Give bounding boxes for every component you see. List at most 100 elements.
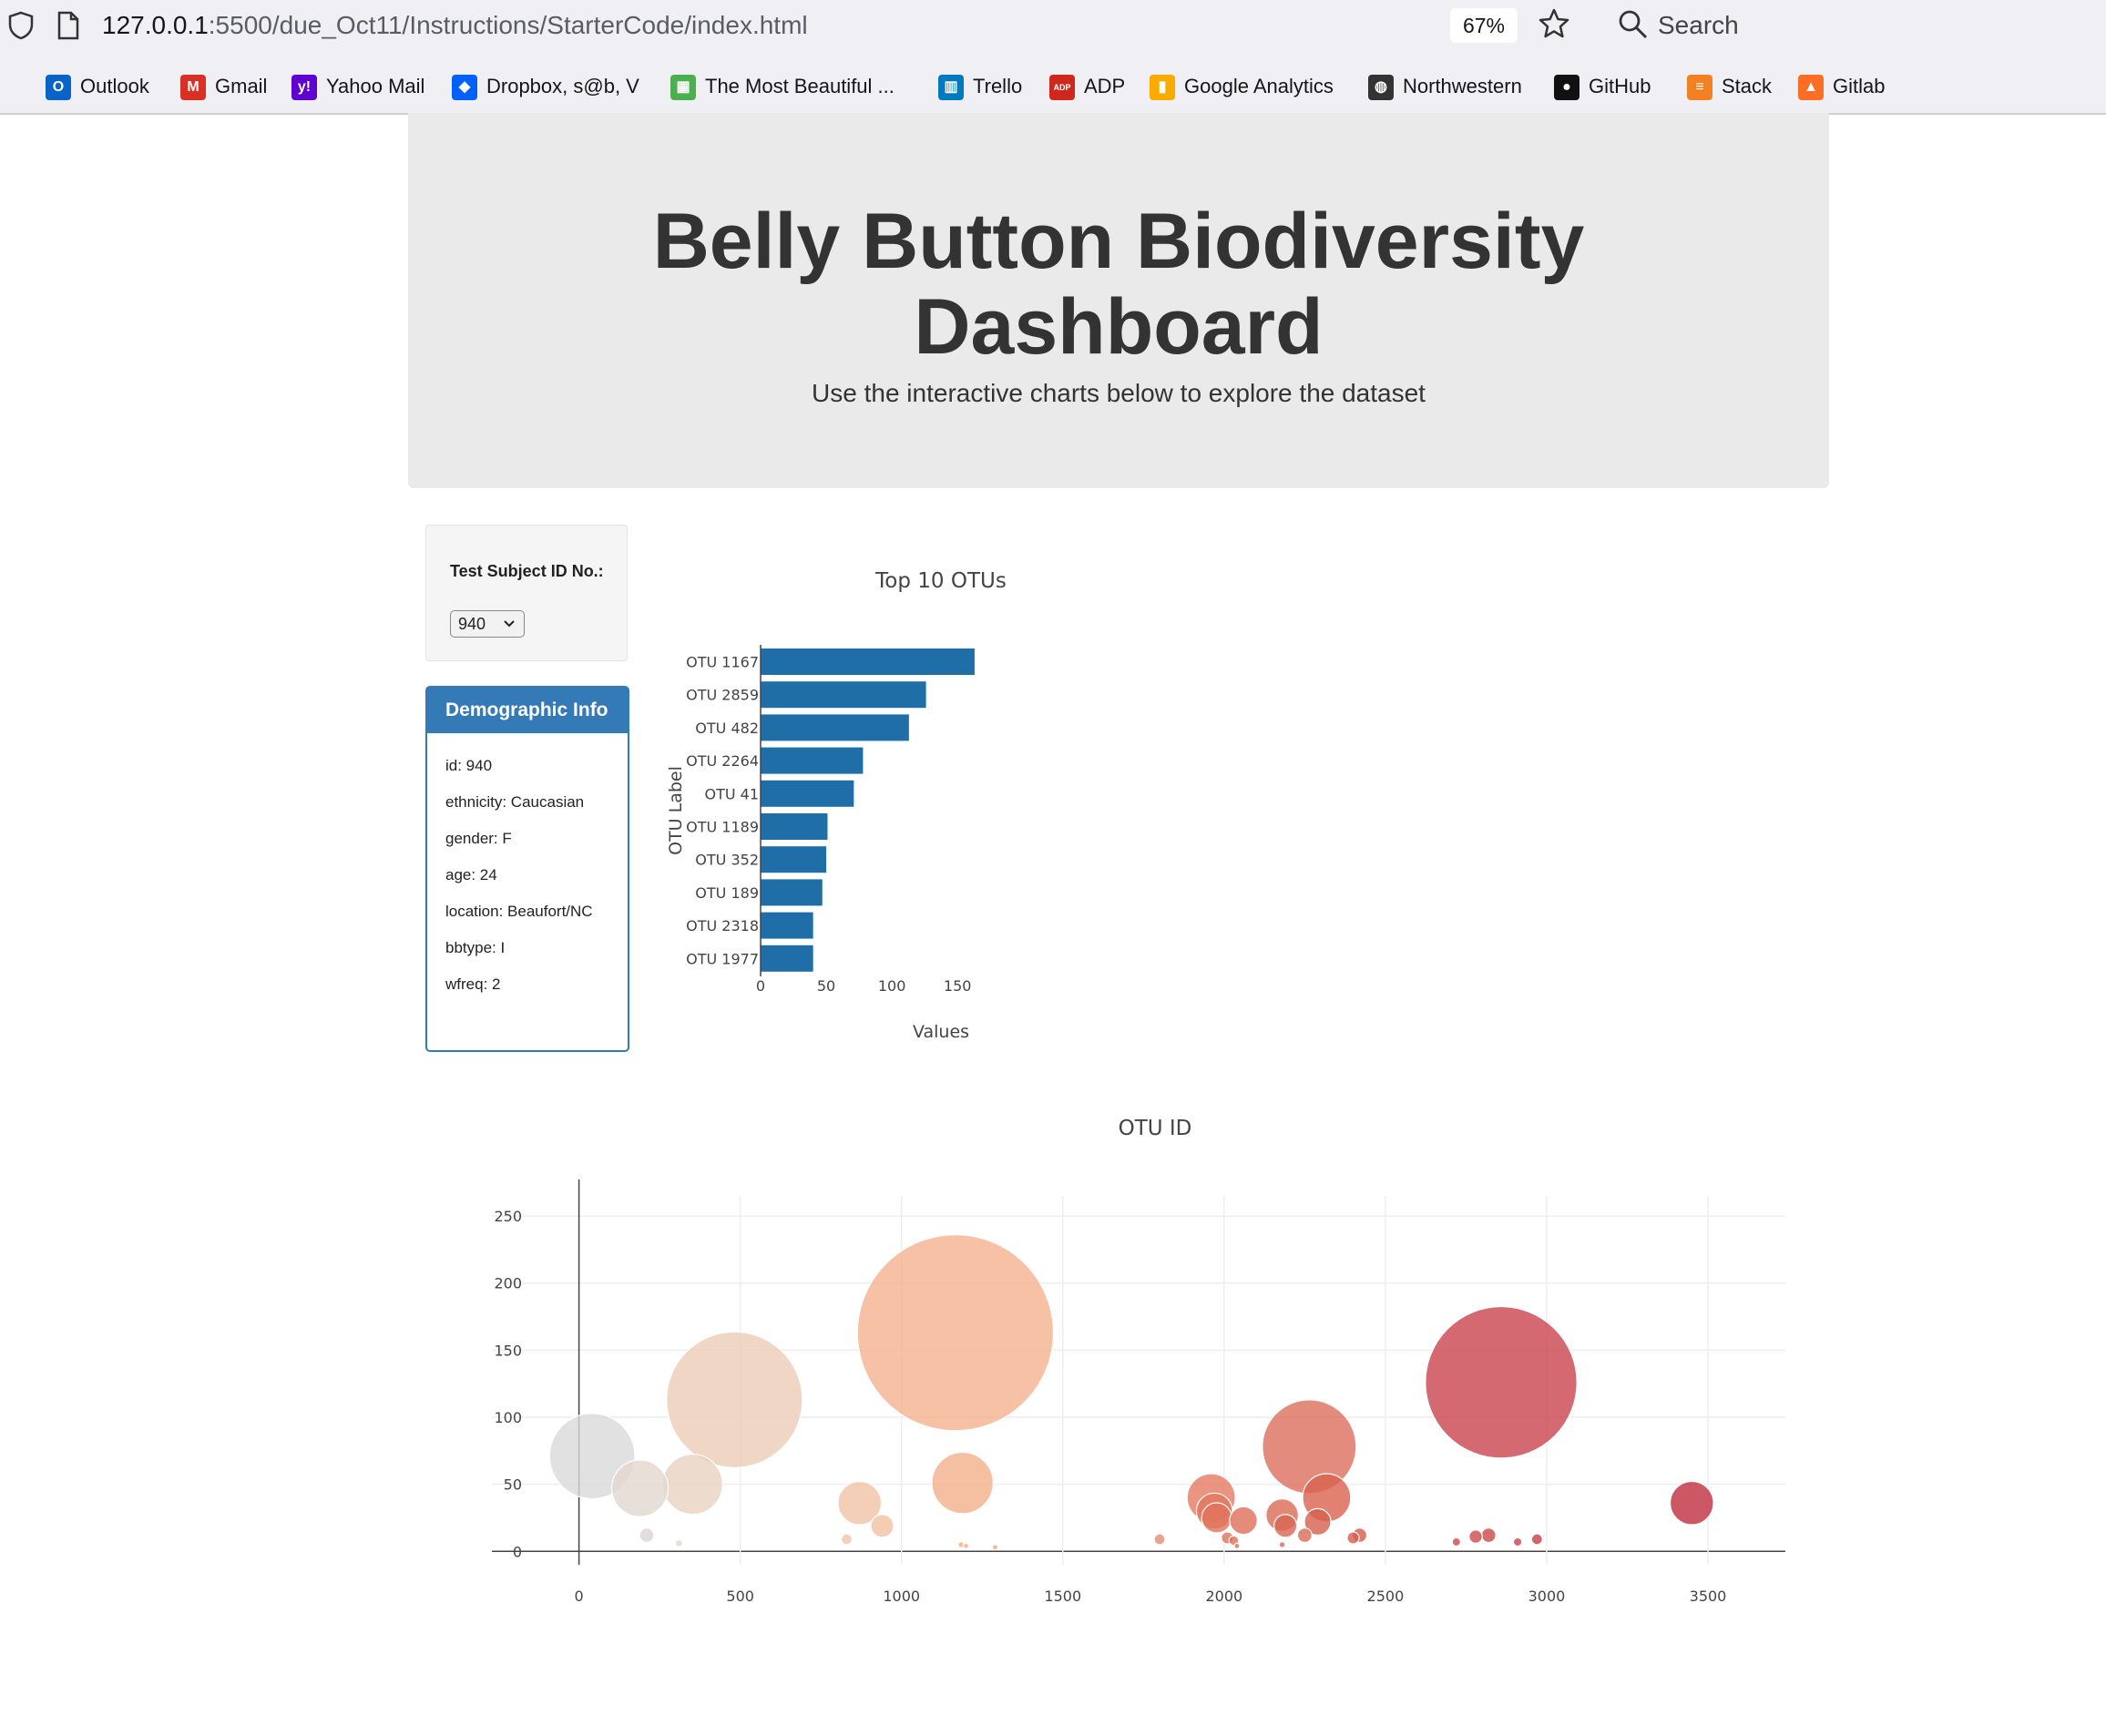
bookmark-trello[interactable]: ▥ Trello — [938, 67, 1022, 106]
bar-otu-1167 — [761, 648, 975, 675]
bubble-otu-1200 — [962, 1542, 970, 1549]
bubble-x-tick-label: 0 — [575, 1588, 584, 1605]
page-title: Belly Button Biodiversity Dashboard — [408, 199, 1829, 370]
trello-icon: ▥ — [938, 75, 964, 101]
bookmarks-toolbar: O Outlook M Gmail y! Yahoo Mail ◆ Dropbox, s@b,… — [0, 67, 2106, 106]
address-bar[interactable]: 127.0.0.1:5500/due_Oct11/Instructions/St… — [0, 0, 1583, 51]
demographic-bbtype: bbtype: I — [445, 939, 506, 956]
bar-category-label: OTU 1167 — [686, 654, 759, 671]
bookmark-gitlab[interactable]: ▲ Gitlab — [1798, 67, 1885, 106]
bubble-otu-2400 — [1346, 1531, 1360, 1545]
bar-otu-482 — [761, 714, 909, 741]
bubble-otu-2060 — [1229, 1506, 1258, 1536]
page-title-line2: Dashboard — [914, 283, 1324, 371]
bookmark-the-most-beautiful[interactable]: ▦ The Most Beautiful ... — [670, 67, 895, 106]
bubble-otu-210 — [639, 1527, 655, 1544]
bookmark-label: Northwestern — [1403, 75, 1522, 97]
zoom-level-button[interactable]: 67% — [1450, 8, 1518, 43]
bar-otu-2859 — [761, 681, 926, 709]
gitlab-icon: ▲ — [1798, 75, 1824, 101]
bookmark-gmail[interactable]: M Gmail — [180, 67, 267, 106]
demographic-location: location: Beaufort/NC — [445, 903, 593, 920]
dropbox-icon: ◆ — [452, 75, 477, 101]
bubble-x-tick-label: 500 — [726, 1588, 754, 1605]
green-squares-icon: ▦ — [670, 75, 696, 101]
gmail-icon: M — [180, 75, 206, 101]
bar-otu-2318 — [761, 912, 813, 939]
bookmark-label: Stack — [1722, 75, 1773, 97]
bar-x-axis-title: Values — [913, 1022, 969, 1042]
subject-id-dropdown[interactable]: 940 — [450, 610, 525, 638]
bubble-otu-352 — [661, 1454, 723, 1516]
url-host: 127.0.0.1 — [102, 11, 209, 39]
demographic-ethnicity: ethnicity: Caucasian — [445, 793, 585, 811]
bookmark-northwestern[interactable]: ◍ Northwestern — [1368, 67, 1522, 106]
bookmark-github[interactable]: ● GitHub — [1554, 67, 1651, 106]
bubble-y-tick-label: 100 — [494, 1409, 522, 1426]
subject-selector-well: Test Subject ID No.: 940 — [425, 525, 628, 661]
bookmark-label: ADP — [1084, 75, 1126, 97]
top10-otu-bar-chart[interactable]: Top 10 OTUs OTU 1167 OTU 2859 OTU 482 OTU 22… — [638, 546, 1148, 1057]
bookmark-label: Gmail — [215, 75, 268, 97]
bubble-otu-1189 — [931, 1451, 994, 1515]
bookmark-label: Gitlab — [1833, 75, 1886, 97]
bookmark-label: The Most Beautiful ... — [705, 75, 895, 97]
bubble-otu-2910 — [1512, 1537, 1523, 1547]
chevron-down-icon — [504, 620, 515, 628]
analytics-icon: ▮ — [1150, 75, 1175, 101]
bookmark-label: Google Analytics — [1184, 75, 1334, 97]
bar-otu-1977 — [761, 945, 813, 972]
bar-otu-1189 — [761, 813, 828, 840]
bubble-x-tick-label: 3500 — [1690, 1588, 1727, 1605]
bookmark-adp[interactable]: ADP ADP — [1049, 67, 1125, 106]
bubble-otu-2290 — [1303, 1507, 1332, 1536]
bookmark-star-icon[interactable] — [1538, 7, 1570, 40]
bubble-otu-870 — [837, 1480, 883, 1526]
bubble-otu-1290 — [991, 1544, 999, 1551]
demographic-info-panel: Demographic Info id: 940 ethnicity: Cauc… — [425, 686, 629, 1052]
browser-search-box[interactable]: Search — [1603, 0, 2106, 51]
bookmark-google-analytics[interactable]: ▮ Google Analytics — [1150, 67, 1334, 106]
bubble-y-tick-label: 200 — [494, 1275, 522, 1292]
search-placeholder: Search — [1658, 11, 1739, 39]
bookmark-yahoo-mail[interactable]: y! Yahoo Mail — [291, 67, 424, 106]
bar-category-label: OTU 189 — [695, 884, 759, 902]
page-subtitle: Use the interactive charts below to expl… — [812, 379, 1426, 407]
shield-icon[interactable] — [7, 11, 35, 40]
bar-category-label: OTU 2859 — [686, 687, 759, 704]
stackoverflow-icon: ≡ — [1687, 75, 1712, 101]
bookmark-label: Outlook — [80, 75, 149, 97]
bar-otu-2264 — [761, 747, 864, 774]
bubble-otu-830 — [840, 1533, 854, 1546]
search-icon — [1619, 10, 1648, 39]
outlook-icon: O — [46, 75, 71, 101]
browser-chrome: 127.0.0.1:5500/due_Oct11/Instructions/St… — [0, 0, 2106, 115]
bubble-otu-3450 — [1669, 1480, 1714, 1526]
bubble-otu-2970 — [1530, 1533, 1543, 1546]
bar-x-tick-label: 50 — [817, 977, 835, 995]
bubble-otu-2180 — [1278, 1541, 1286, 1548]
bookmark-stack[interactable]: ≡ Stack — [1687, 67, 1772, 106]
bookmark-dropbox-s-b-v[interactable]: ◆ Dropbox, s@b, V — [452, 67, 639, 106]
bookmark-outlook[interactable]: O Outlook — [46, 67, 149, 106]
bar-x-tick-label: 100 — [878, 977, 906, 995]
bubble-otu-2859 — [1425, 1305, 1578, 1459]
bubble-otu-1167 — [856, 1234, 1055, 1432]
bar-category-label: OTU 352 — [695, 852, 759, 869]
page-icon — [57, 11, 79, 40]
bubble-otu-482 — [666, 1331, 803, 1469]
page-title-line1: Belly Button Biodiversity — [652, 198, 1585, 285]
demographic-age: age: 24 — [445, 866, 497, 883]
bar-x-tick-label: 0 — [756, 977, 765, 995]
bubble-otu-1977 — [1201, 1502, 1232, 1534]
bubble-otu-310 — [674, 1538, 683, 1547]
bookmark-label: Dropbox, s@b, V — [486, 75, 639, 97]
bubble-x-tick-label: 1000 — [883, 1588, 920, 1605]
bubble-x-tick-label: 2500 — [1367, 1588, 1405, 1605]
bubble-otu-1800 — [1153, 1533, 1166, 1546]
adp-icon: ADP — [1049, 75, 1075, 101]
bar-y-axis-title: OTU Label — [666, 766, 686, 855]
url-text[interactable]: 127.0.0.1:5500/due_Oct11/Instructions/St… — [102, 9, 808, 42]
bubble-otu-940 — [870, 1514, 895, 1538]
